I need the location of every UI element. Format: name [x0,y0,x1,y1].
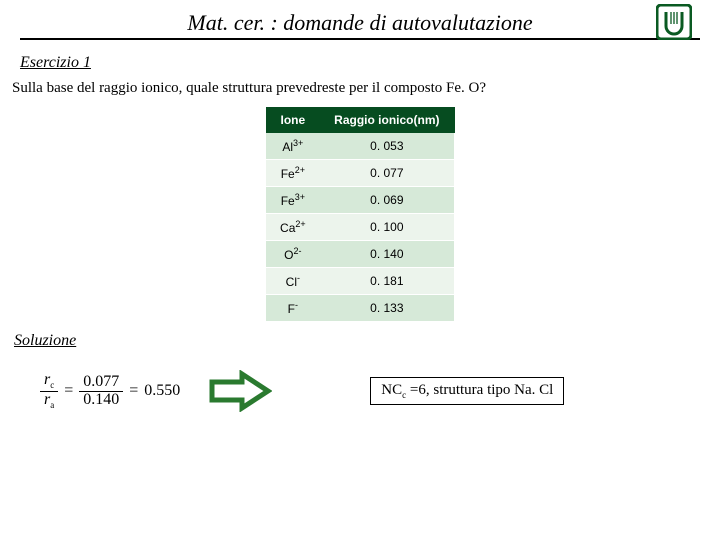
table-row: Fe3+ 0. 069 [266,187,454,214]
exercise-question: Sulla base del raggio ionico, quale stru… [12,80,708,97]
table-row: Ca2+ 0. 100 [266,214,454,241]
table-row: Cl- 0. 181 [266,268,454,295]
table-row: F- 0. 133 [266,295,454,322]
university-logo [656,4,692,40]
page-title: Mat. cer. : domande di autovalutazione [20,10,700,38]
table-row: Al3+ 0. 053 [266,133,454,160]
title-underline [20,38,700,40]
ion-cell: Ca2+ [266,214,320,241]
ion-cell: Cl- [266,268,320,295]
radius-cell: 0. 069 [320,187,454,214]
radius-cell: 0. 077 [320,160,454,187]
col-ion: Ione [266,108,320,133]
radius-cell: 0. 133 [320,295,454,322]
ratio-equation: rc ra = 0.077 0.140 = 0.550 [40,372,180,410]
ion-cell: F- [266,295,320,322]
ion-cell: Fe3+ [266,187,320,214]
exercise-label: Esercizio 1 [20,54,720,72]
answer-box: NCc =6, struttura tipo Na. Cl [370,377,564,405]
table-row: Fe2+ 0. 077 [266,160,454,187]
solution-row: rc ra = 0.077 0.140 = 0.550 NCc =6, stru… [40,370,720,412]
table-header-row: Ione Raggio ionico(nm) [266,108,454,133]
col-radius: Raggio ionico(nm) [320,108,454,133]
table-row: O2- 0. 140 [266,241,454,268]
ion-cell: O2- [266,241,320,268]
solution-label: Soluzione [14,332,720,350]
ion-cell: Fe2+ [266,160,320,187]
radius-cell: 0. 140 [320,241,454,268]
radius-cell: 0. 100 [320,214,454,241]
ion-cell: Al3+ [266,133,320,160]
ion-table: Ione Raggio ionico(nm) Al3+ 0. 053 Fe2+ … [266,107,455,322]
radius-cell: 0. 053 [320,133,454,160]
implies-arrow-icon [208,370,272,412]
radius-cell: 0. 181 [320,268,454,295]
